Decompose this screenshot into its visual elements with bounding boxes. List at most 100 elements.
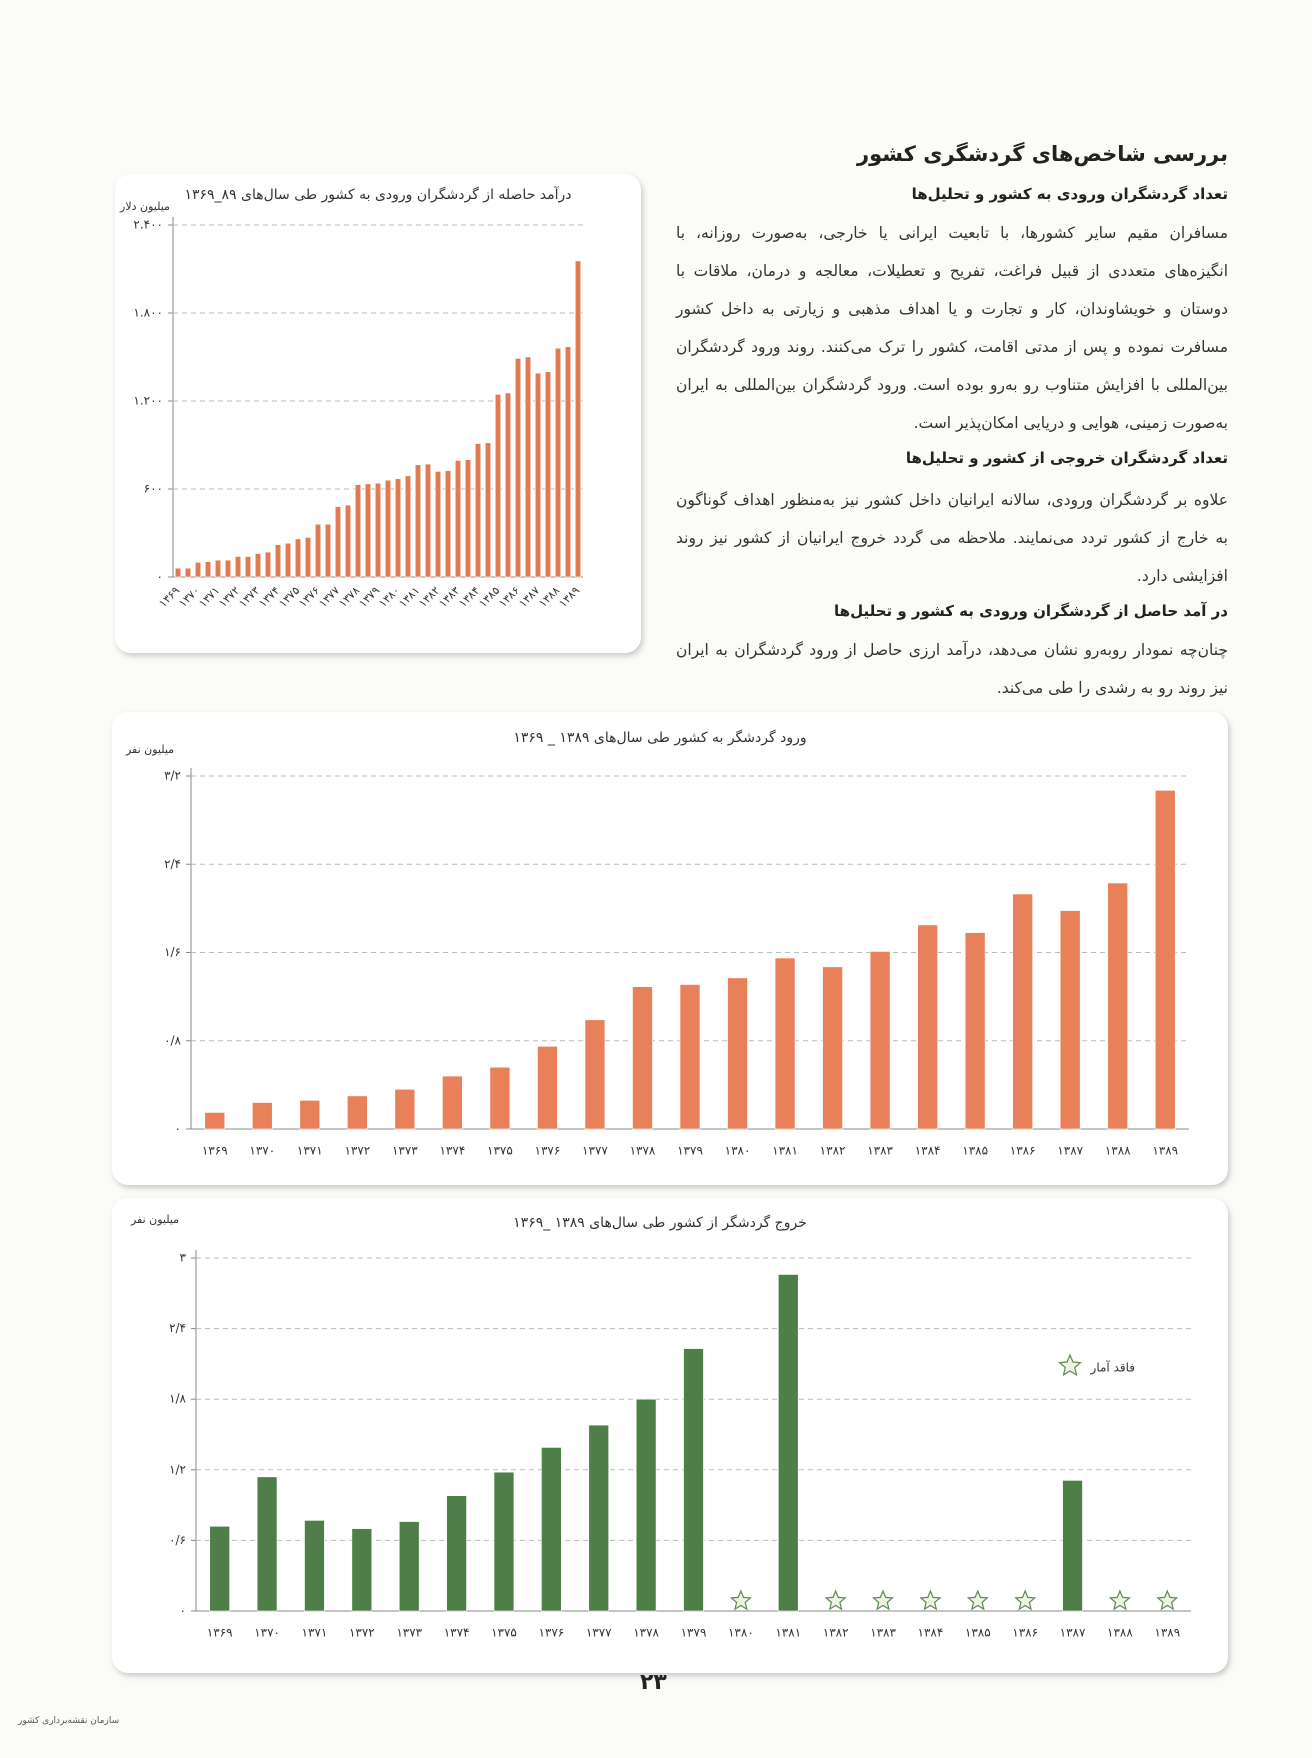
y-tick-label: ۲.۴۰۰ <box>133 218 163 232</box>
x-tick-label: ۱۳۸۰ <box>728 1626 754 1640</box>
y-tick-label: ۰/۸ <box>164 1033 181 1047</box>
x-tick-label: ۱۳۸۴ <box>918 1626 944 1640</box>
y-axis-unit: میلیون دلار <box>119 200 170 213</box>
bar <box>414 464 422 578</box>
x-tick-label: ۱۳۷۷ <box>582 1144 608 1158</box>
card <box>112 712 1228 1185</box>
x-tick-label: ۱۳۷۵ <box>487 1144 513 1158</box>
bar <box>204 1112 226 1130</box>
bar <box>494 394 502 578</box>
bar <box>474 443 482 578</box>
bar <box>1107 882 1128 1130</box>
x-tick-label: ۱۳۷۳ <box>396 1626 422 1640</box>
bar <box>224 559 232 578</box>
x-tick-label: ۱۳۷۰ <box>254 1626 280 1640</box>
no-data-star <box>1014 1589 1037 1611</box>
no-data-star <box>872 1589 894 1611</box>
bar <box>294 538 302 578</box>
bar <box>1154 790 1176 1130</box>
bar <box>174 567 182 578</box>
x-tick-label: ۱۳۸۱ <box>775 1626 801 1640</box>
bar <box>334 506 342 578</box>
bar <box>184 567 192 578</box>
x-tick-label: ۱۳۸۸ <box>1105 1144 1131 1158</box>
x-tick-label: ۱۳۷۹ <box>681 1626 707 1640</box>
bar <box>679 984 701 1130</box>
x-tick-label: ۱۳۸۱ <box>772 1144 798 1158</box>
x-tick-label: ۱۳۷۸ <box>633 1626 659 1640</box>
x-tick-label: ۱۳۸۶ <box>1010 1144 1036 1158</box>
bar <box>274 544 282 578</box>
bar <box>1012 893 1033 1130</box>
page-title: بررسی شاخص‌های گردشگری کشور <box>857 142 1228 166</box>
x-tick-label: ۱۳۷۷ <box>586 1626 612 1640</box>
bar <box>774 957 796 1130</box>
bar <box>252 1102 273 1130</box>
y-tick-label: ۱.۸۰۰ <box>133 306 163 320</box>
y-tick-label: ۰ <box>175 1122 181 1136</box>
section-body: علاوه بر گردشگران ورودی، سالانه ایرانیان… <box>676 491 1228 585</box>
bar <box>1059 910 1081 1130</box>
x-tick-label: ۱۳۷۲ <box>344 1144 370 1158</box>
x-tick-label: ۱۳۸۰ <box>725 1144 751 1158</box>
bar <box>454 460 462 578</box>
y-tick-label: ۰ <box>157 570 163 584</box>
bar <box>234 556 242 578</box>
bar <box>869 951 891 1130</box>
bar <box>384 479 392 578</box>
y-axis-unit: میلیون نفر <box>125 743 174 756</box>
y-tick-label: ۱/۶ <box>164 945 181 959</box>
card <box>112 1198 1228 1673</box>
x-tick-label: ۱۳۷۲ <box>349 1626 375 1640</box>
x-tick-label: ۱۳۸۳ <box>867 1144 893 1158</box>
section-body: چنان‌چه نمودار روبه‌رو نشان می‌دهد، درآم… <box>676 641 1228 697</box>
legend-star <box>1057 1353 1083 1377</box>
bar <box>434 471 442 578</box>
x-tick-label: ۱۳۸۲ <box>820 1144 846 1158</box>
x-tick-label: ۱۳۷۴ <box>439 1144 465 1158</box>
section-heading: تعداد گردشگران ورودی به کشور و تحلیل‌ها <box>911 185 1228 203</box>
chart-title: درآمد حاصله از گردشگران ورودی به کشور طی… <box>184 186 571 203</box>
x-tick-label: ۱۳۶۹ <box>207 1626 233 1640</box>
bar <box>822 966 843 1130</box>
chart-title: خروج گردشگر از کشور طی سال‌های ۱۳۸۹ _۱۳۶… <box>513 1214 807 1231</box>
bar <box>554 347 562 578</box>
bar <box>244 556 252 578</box>
bar <box>727 977 748 1130</box>
y-tick-label: ۱.۲۰۰ <box>133 394 163 408</box>
bar <box>344 504 352 578</box>
bar <box>635 1398 657 1612</box>
x-tick-label: ۱۳۷۸ <box>630 1144 656 1158</box>
bar <box>374 482 382 578</box>
bar <box>398 1521 420 1612</box>
x-tick-label: ۱۳۸۵ <box>965 1626 991 1640</box>
x-tick-label: ۱۳۶۹ <box>202 1144 228 1158</box>
y-tick-label: ۱/۲ <box>169 1462 186 1476</box>
x-tick-label: ۱۳۸۷ <box>1060 1626 1086 1640</box>
bar <box>1062 1480 1083 1612</box>
y-tick-label: ۶۰۰ <box>144 482 163 496</box>
bar <box>588 1424 609 1612</box>
bar <box>564 346 572 578</box>
bar <box>394 1088 416 1130</box>
bar <box>404 475 412 578</box>
logo-text: سازمان نقشه‌برداری کشور <box>18 1716 120 1726</box>
y-axis-unit: میلیون نفر <box>130 1213 179 1226</box>
x-tick-label: ۱۳۸۹ <box>1152 1144 1178 1158</box>
x-tick-label: ۱۳۸۶ <box>1012 1626 1038 1640</box>
bar <box>299 1100 321 1130</box>
bar <box>204 561 212 578</box>
bar <box>324 523 332 578</box>
bar <box>514 358 522 578</box>
bar <box>364 483 372 578</box>
bar <box>442 1075 463 1130</box>
y-tick-label: ۲/۴ <box>164 857 181 871</box>
bar <box>304 537 312 578</box>
bar <box>304 1520 325 1612</box>
bar <box>464 459 472 578</box>
x-tick-label: ۱۳۷۹ <box>677 1144 703 1158</box>
no-data-star <box>729 1589 752 1611</box>
bar <box>544 371 552 578</box>
bar <box>214 559 222 578</box>
